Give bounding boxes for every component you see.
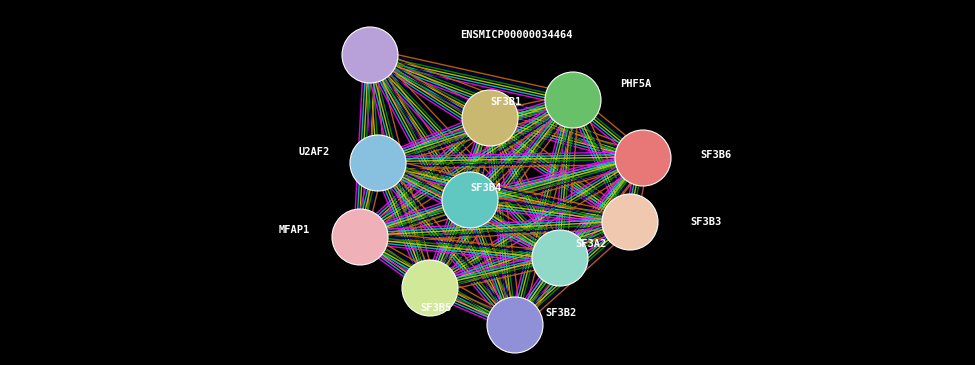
Text: U2AF2: U2AF2 — [298, 147, 330, 157]
Circle shape — [342, 27, 398, 83]
Text: MFAP1: MFAP1 — [279, 225, 310, 235]
Text: SF3B5: SF3B5 — [420, 303, 451, 313]
Circle shape — [602, 194, 658, 250]
Circle shape — [402, 260, 458, 316]
Circle shape — [532, 230, 588, 286]
Circle shape — [442, 172, 498, 228]
Circle shape — [332, 209, 388, 265]
Text: PHF5A: PHF5A — [620, 79, 651, 89]
Text: SF3A2: SF3A2 — [575, 239, 606, 249]
Circle shape — [545, 72, 601, 128]
Circle shape — [350, 135, 406, 191]
Text: SF3B6: SF3B6 — [700, 150, 731, 160]
Circle shape — [487, 297, 543, 353]
Text: SF3B1: SF3B1 — [490, 97, 522, 107]
Circle shape — [615, 130, 671, 186]
Text: SF3B3: SF3B3 — [690, 217, 722, 227]
Text: SF3B4: SF3B4 — [470, 183, 501, 193]
Circle shape — [462, 90, 518, 146]
Text: SF3B2: SF3B2 — [545, 308, 576, 318]
Text: ENSMICP00000034464: ENSMICP00000034464 — [460, 30, 572, 40]
